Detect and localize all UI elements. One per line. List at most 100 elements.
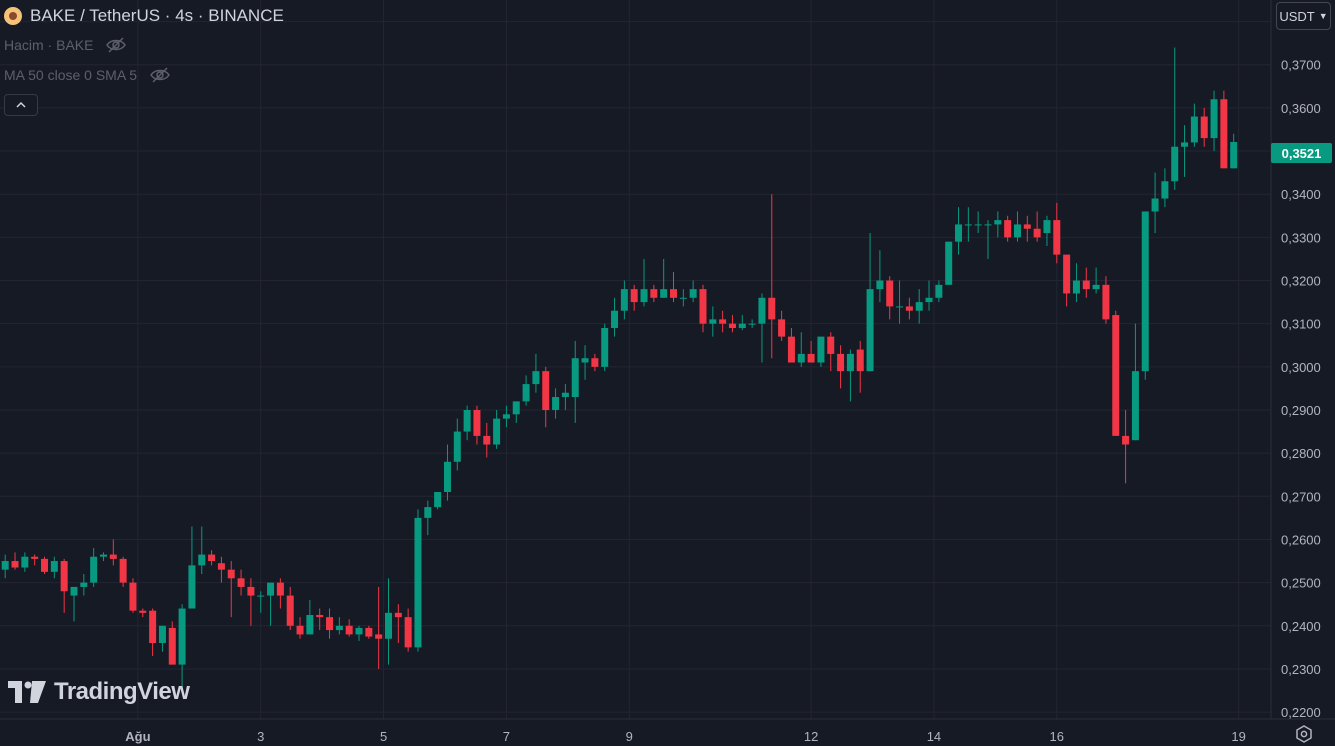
x-tick-label: 3 — [257, 729, 264, 744]
candle — [1112, 310, 1120, 436]
candle — [856, 340, 864, 393]
candle-body — [1171, 146, 1179, 182]
candle-body — [168, 627, 176, 665]
y-tick-label: 0,3300 — [1281, 230, 1321, 245]
candle-body — [149, 610, 157, 644]
candle — [168, 621, 176, 665]
last-price-tag: 0,3521 — [1271, 143, 1332, 163]
candle-body — [571, 358, 579, 398]
candle-body — [60, 561, 68, 592]
candle — [1013, 211, 1021, 242]
candle — [424, 500, 432, 536]
candle-body — [955, 224, 963, 242]
volume-legend[interactable]: Hacim · BAKE — [4, 34, 127, 56]
candle — [896, 280, 904, 324]
candle-body — [1023, 224, 1031, 229]
symbol-title[interactable]: BAKE / TetherUS · 4s · BINANCE — [4, 4, 284, 28]
candle-body — [601, 327, 609, 367]
candle-body — [1161, 181, 1169, 199]
candle — [1151, 172, 1159, 234]
candle-body — [630, 289, 638, 303]
candle-body — [886, 280, 894, 307]
candle — [955, 207, 963, 255]
eye-off-icon[interactable] — [149, 67, 171, 83]
candle-body — [817, 336, 825, 363]
candle — [296, 617, 304, 639]
candle-body — [1181, 142, 1189, 147]
time-axis[interactable]: Ağu 3 5 7 9 12 14 16 19 — [125, 729, 1246, 744]
candle-body — [1043, 220, 1051, 234]
candle-body — [365, 627, 373, 637]
candle-body — [532, 371, 540, 385]
collapse-legend-button[interactable] — [4, 94, 38, 116]
candle — [1161, 168, 1169, 208]
x-tick-label: 5 — [380, 729, 387, 744]
candle-body — [778, 319, 786, 337]
candle-body — [1190, 116, 1198, 143]
y-tick-label: 0,3400 — [1281, 187, 1321, 202]
candle-body — [178, 608, 186, 665]
candle-body — [689, 289, 697, 298]
candle-body — [267, 582, 275, 596]
candle-body — [758, 297, 766, 324]
candle — [335, 617, 343, 635]
candle — [1063, 254, 1071, 307]
candle — [601, 323, 609, 372]
candle — [21, 552, 29, 572]
candle — [355, 625, 363, 641]
candle — [1072, 263, 1080, 303]
candle — [984, 220, 992, 259]
tradingview-watermark[interactable]: TradingView — [8, 678, 190, 706]
candle — [483, 422, 491, 458]
candle-body — [787, 336, 795, 363]
candle — [945, 241, 953, 285]
candle — [522, 375, 530, 406]
candle — [1190, 103, 1198, 147]
candle-body — [994, 220, 1002, 225]
candle — [119, 556, 127, 587]
candle-body — [1013, 224, 1021, 238]
candle — [227, 561, 235, 618]
candle — [326, 608, 334, 639]
candle-body — [21, 556, 29, 568]
y-tick-label: 0,2400 — [1281, 619, 1321, 634]
candle — [453, 418, 461, 471]
candle-body — [748, 323, 756, 325]
candle-body — [345, 625, 353, 635]
candle-body — [227, 569, 235, 579]
candle-body — [424, 507, 432, 518]
candle-body — [1063, 254, 1071, 294]
candle — [748, 319, 756, 328]
settings-icon[interactable] — [1295, 725, 1313, 743]
candle — [807, 340, 815, 363]
candle — [188, 526, 196, 609]
eye-off-icon[interactable] — [105, 37, 127, 53]
volume-label: Hacim · BAKE — [4, 37, 94, 53]
candle-body — [866, 289, 874, 372]
candle — [493, 409, 501, 449]
candle-body — [296, 625, 304, 635]
x-tick-label: Ağu — [125, 729, 150, 744]
x-tick-label: 7 — [503, 729, 510, 744]
candle — [778, 310, 786, 341]
candle-body — [581, 358, 589, 363]
candle — [846, 349, 854, 402]
candle-body — [512, 401, 520, 415]
price-axis[interactable]: 0,38000,37000,36000,35000,34000,33000,32… — [1281, 15, 1321, 721]
candle-body — [198, 554, 206, 566]
ma-legend[interactable]: MA 50 close 0 SMA 5 — [4, 64, 171, 86]
candle — [758, 293, 766, 363]
candle-body — [611, 310, 619, 328]
candle-body — [1092, 284, 1100, 290]
candle — [178, 604, 186, 691]
candle-body — [1122, 435, 1130, 445]
candle — [1131, 323, 1139, 441]
candle-body — [1210, 99, 1218, 139]
candle — [787, 327, 795, 363]
candle-body — [443, 461, 451, 492]
candle-body — [217, 563, 225, 570]
currency-select[interactable]: USDT ▼ — [1276, 2, 1331, 30]
candle — [345, 619, 353, 637]
candle-body — [856, 349, 864, 372]
